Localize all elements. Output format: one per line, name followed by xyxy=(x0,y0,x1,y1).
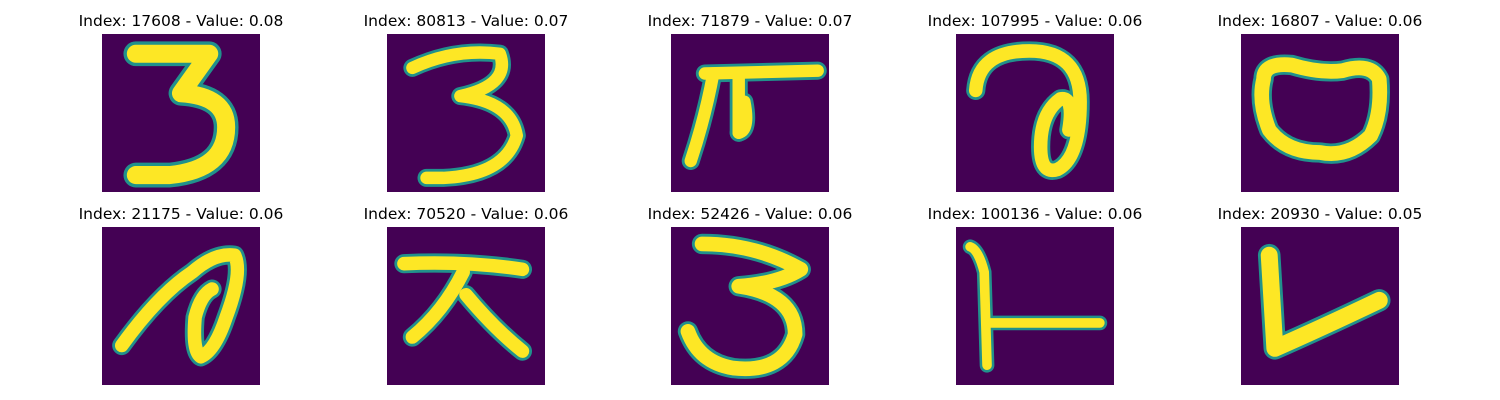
panel-4: Index: 107995 - Value: 0.06 xyxy=(915,10,1155,195)
handwritten-character-3-icon xyxy=(102,34,260,192)
panel-8: Index: 52426 - Value: 0.06 xyxy=(630,203,870,388)
panel-2: Index: 80813 - Value: 0.07 xyxy=(346,10,586,195)
handwritten-character-o-icon xyxy=(1241,34,1399,192)
handwritten-character-v-icon xyxy=(1241,227,1399,385)
handwritten-character-3-icon xyxy=(387,34,545,192)
handwritten-character-icon xyxy=(102,227,260,385)
handwritten-character-icon xyxy=(956,34,1114,192)
panel-7: Index: 70520 - Value: 0.06 xyxy=(346,203,586,388)
panel-title: Index: 80813 - Value: 0.07 xyxy=(363,12,569,30)
panel-title: Index: 70520 - Value: 0.06 xyxy=(363,205,569,223)
panel-title: Index: 20930 - Value: 0.05 xyxy=(1217,205,1423,223)
panel-title: Index: 16807 - Value: 0.06 xyxy=(1217,12,1423,30)
panel-title: Index: 71879 - Value: 0.07 xyxy=(647,12,853,30)
panel-5: Index: 16807 - Value: 0.06 xyxy=(1200,10,1440,195)
handwritten-character-icon xyxy=(956,227,1114,385)
panel-9: Index: 100136 - Value: 0.06 xyxy=(915,203,1155,388)
panel-6: Index: 21175 - Value: 0.06 xyxy=(61,203,301,388)
panel-title: Index: 21175 - Value: 0.06 xyxy=(78,205,284,223)
panel-10: Index: 20930 - Value: 0.05 xyxy=(1200,203,1440,388)
panel-3: Index: 71879 - Value: 0.07 xyxy=(630,10,870,195)
panel-title: Index: 107995 - Value: 0.06 xyxy=(927,12,1143,30)
panel-title: Index: 100136 - Value: 0.06 xyxy=(927,205,1143,223)
handwritten-character-icon xyxy=(387,227,545,385)
handwritten-character-icon xyxy=(671,34,829,192)
panel-1: Index: 17608 - Value: 0.08 xyxy=(61,10,301,195)
panel-title: Index: 52426 - Value: 0.06 xyxy=(647,205,853,223)
panel-title: Index: 17608 - Value: 0.08 xyxy=(78,12,284,30)
handwritten-character-3-icon xyxy=(671,227,829,385)
